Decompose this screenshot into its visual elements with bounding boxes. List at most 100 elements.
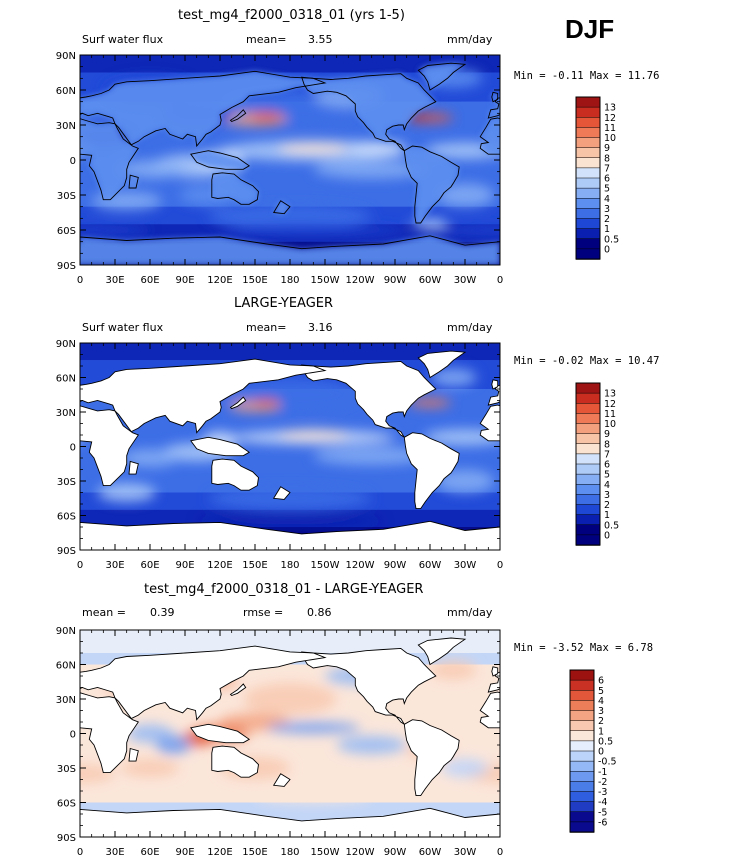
colorbar-cell [575,423,601,435]
field-blob-6 [0,742,33,760]
field-blob-15 [10,661,57,679]
colorbar-frame [575,382,601,546]
field-blob-15 [523,76,616,104]
field-blob-1 [208,486,372,510]
field-blob-0 [663,683,732,715]
x-tick-label: 180 [280,560,299,571]
field-blob-3 [313,160,430,179]
colorbar-cell [575,177,601,189]
y-tick-label: 90N [56,339,76,350]
madagascar-outline [128,174,139,189]
colorbar-label: -1 [598,767,607,778]
field-blob-20 [640,224,732,236]
colorbar-cell [569,710,595,722]
panel-2-variable-label: Surf water flux [82,321,164,334]
field-blob-4 [687,722,732,734]
x-tick-label: 120E [207,275,232,286]
colorbar-label: 3 [604,490,610,501]
new-zealand-outline [272,200,291,215]
x-tick-label: 120E [207,560,232,571]
colorbar-cell [569,781,595,793]
colorbar-label: -0.5 [598,757,617,768]
se-asia-islands-outline [190,723,251,744]
colorbar-label: 5 [604,184,610,195]
field-blob-15 [617,517,732,526]
field-blob-17 [623,676,658,688]
field-blob-10 [115,160,185,179]
map-panel-2 [10,342,732,551]
colorbar-label: 4 [604,194,610,205]
colorbar-cell [569,750,595,762]
uk-outline [491,91,499,103]
x-tick-label: 180 [280,847,299,858]
eurasia-outline [487,671,500,693]
field-blob-1 [640,713,710,731]
colorbar-label: -6 [598,817,607,828]
field-blob-6 [252,399,281,407]
new-zealand-outline [273,200,290,214]
colorbar-cell [569,791,595,803]
field-blobs [10,368,732,526]
japan-outline [229,396,247,410]
colorbar-label: 12 [604,399,616,410]
x-tick-label: 90W [384,847,407,858]
colorbar-cell [569,811,595,823]
y-tick-label: 90S [57,261,76,272]
antarctica-outline [80,807,500,837]
x-tick-label: 60W [419,847,442,858]
australia-outline [211,172,259,205]
x-tick-label: 120E [207,847,232,858]
japan-outline [229,109,247,123]
colorbar-cell [575,208,601,220]
south-america-outline [403,145,460,224]
colorbar-label: 11 [604,123,616,134]
colorbar-label: -4 [598,797,607,808]
field-blob-11 [97,483,156,502]
field-blob-14 [10,368,57,386]
colorbar-cell [575,218,601,230]
colorbar-label: -5 [598,807,607,818]
japan-outline [229,683,247,697]
greenland-outline [417,637,467,666]
north-america-outline [301,360,437,438]
x-tick-label: 150E [242,560,267,571]
colorbar-frame [575,96,601,260]
field-blob-3 [0,160,10,179]
panel-2-minmax: Min = -0.02 Max = 10.47 [514,355,660,367]
south-america-outline [403,432,460,510]
antarctica-outline [80,235,500,265]
colorbar-cell [575,494,601,506]
colorbar-cell [575,117,601,129]
colorbar-label: 0 [604,530,610,541]
land-field [80,63,500,265]
field-blob-6 [673,399,701,406]
south-america-outline [403,719,460,797]
colorbar-cell [575,147,601,159]
panel-3-units: mm/day [447,606,493,619]
colorbar-cell [575,382,601,394]
x-tick-label: 90W [384,275,407,286]
eurasia-outline-wrap [80,71,325,146]
colorbar-cell [575,453,601,465]
panel-1-minmax: Min = -0.11 Max = 11.76 [514,70,660,82]
y-tick-label: 60S [57,226,76,237]
x-tick-label: 60E [140,275,159,286]
colorbar-cell [569,690,595,702]
x-tick-label: 180 [280,275,299,286]
field-blob-5 [642,112,707,126]
field-blob-0 [640,90,732,125]
colorbar-frame [569,669,595,833]
colorbar-label: 6 [598,676,604,687]
field-blob-8 [640,757,710,780]
panel-2-title: LARGE-YEAGER [234,296,334,311]
colorbar-label: 8 [604,439,610,450]
x-tick-label: 60W [419,275,442,286]
colorbar-cell [569,720,595,732]
colorbar-cell [569,730,595,742]
colorbar-cell [575,238,601,250]
x-tick-label: 30W [454,275,477,286]
y-tick-label: 60N [56,86,76,97]
x-tick-label: 150E [242,275,267,286]
